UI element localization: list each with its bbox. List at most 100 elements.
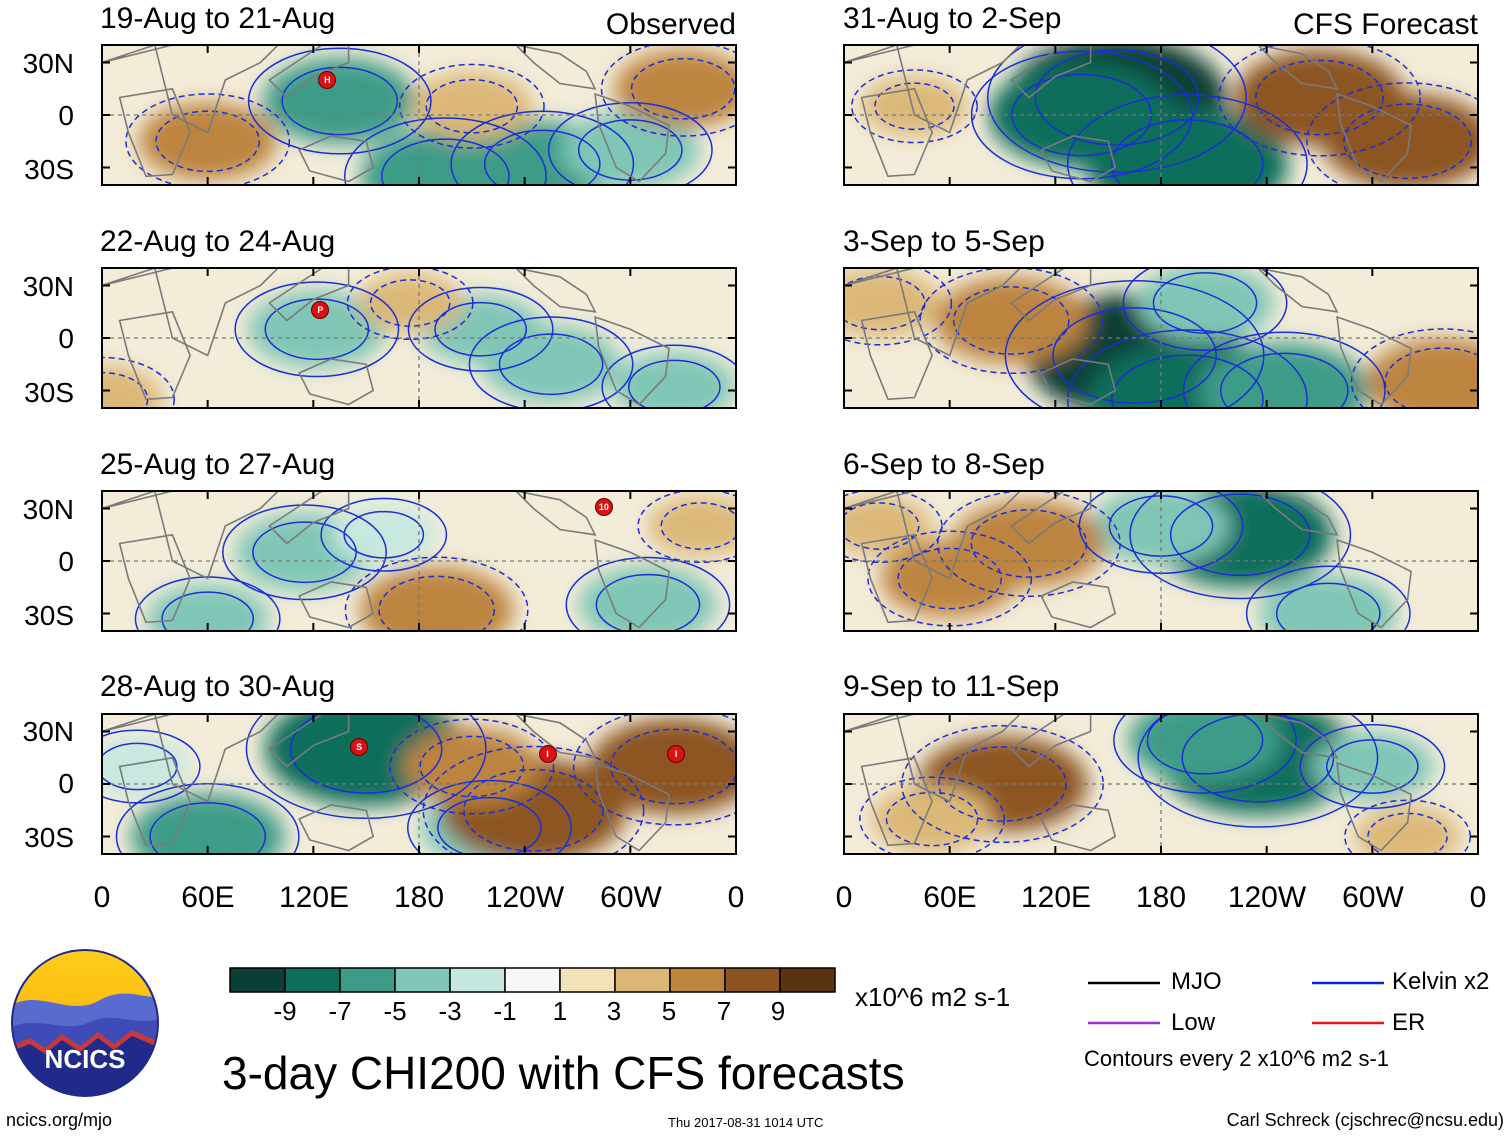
colorbar-tick: -3 — [438, 996, 462, 1026]
coastline — [1010, 268, 1092, 322]
anomaly-blob — [138, 102, 277, 180]
coastline — [298, 581, 375, 629]
kelvin-contour — [919, 268, 1104, 375]
kelvin-contour — [344, 556, 529, 631]
kelvin-contour — [483, 129, 601, 185]
storm-marker: P — [311, 301, 330, 319]
coastline — [1256, 268, 1339, 313]
colorbar-units: x10^6 m2 s-1 — [855, 982, 1011, 1012]
kelvin-contour — [343, 117, 547, 185]
kelvin-contour — [463, 768, 604, 852]
kelvin-contour — [1052, 307, 1217, 404]
colorbar-bin — [449, 967, 506, 993]
colorbar-tick: 5 — [661, 996, 677, 1026]
lon-label-180: 180 — [393, 881, 445, 914]
legend-low-label: Low — [1171, 1009, 1216, 1036]
lat-label-eq: 0 — [58, 768, 74, 799]
kelvin-contour — [1122, 268, 1288, 352]
kelvin-contour — [1219, 352, 1349, 408]
coastline — [860, 87, 933, 178]
anomaly-blob — [861, 76, 968, 136]
coastline — [1010, 45, 1092, 99]
kelvin-contour — [850, 69, 978, 144]
coastline — [1040, 135, 1117, 183]
coastline — [102, 714, 280, 803]
kelvin-contour — [874, 82, 955, 131]
panel-title-obs-1: 19-Aug to 21-Aug — [100, 2, 336, 35]
kelvin-contour — [407, 286, 554, 372]
colorbar-bin — [394, 967, 451, 993]
storm-marker: I — [667, 745, 686, 764]
kelvin-contour — [600, 45, 736, 137]
coastline — [514, 45, 597, 90]
coastline — [268, 714, 350, 768]
kelvin-contour — [125, 93, 291, 185]
coastline — [1256, 714, 1339, 759]
anomaly-blob — [1136, 268, 1274, 342]
kelvin-contour — [289, 714, 443, 794]
lat-label-30s: 30S — [24, 377, 74, 408]
coastline — [102, 45, 280, 134]
anomaly-blob — [357, 273, 463, 333]
lon-label-60w: 60W — [1342, 881, 1404, 914]
anomaly-blob — [1354, 806, 1461, 854]
kelvin-contour — [987, 45, 1247, 174]
map-panel — [844, 491, 1478, 631]
kelvin-contour — [595, 573, 701, 631]
kelvin-contour — [389, 718, 555, 815]
anomaly-blob — [130, 793, 285, 854]
colorbar-tick: -5 — [383, 996, 407, 1026]
kelvin-contour — [281, 66, 399, 136]
kelvin-contour — [437, 796, 542, 854]
coastline — [514, 714, 597, 759]
kelvin-contour — [1343, 103, 1472, 180]
coastline — [268, 268, 350, 322]
kelvin-contour — [1367, 812, 1448, 854]
anomaly-blob — [411, 72, 533, 141]
colorbar-bin — [229, 967, 286, 993]
colorbar-bin — [504, 967, 561, 993]
colorbar-bin — [284, 967, 341, 993]
contour-note: Contours every 2 x10^6 m2 s-1 — [1084, 1046, 1390, 1071]
kelvin-contour — [398, 63, 545, 149]
panel-title-obs-4: 28-Aug to 30-Aug — [100, 670, 336, 703]
colorbar-bin — [559, 967, 616, 993]
coastline — [594, 538, 670, 629]
kelvin-contour — [450, 110, 635, 185]
kelvin-contour — [1255, 59, 1384, 136]
anomaly-blob — [359, 566, 514, 631]
coastline — [118, 310, 191, 401]
kelvin-contour — [938, 746, 1067, 822]
kelvin-contour — [936, 491, 1121, 598]
kelvin-contour — [161, 591, 255, 631]
lat-label-30n: 30N — [22, 494, 74, 525]
kelvin-contour — [498, 333, 604, 396]
coastline — [1336, 761, 1412, 852]
coastline — [102, 268, 280, 357]
kelvin-contour — [952, 286, 1070, 355]
lon-label-120e: 120E — [278, 881, 350, 914]
anomaly-blob — [1259, 574, 1398, 631]
kelvin-contour — [565, 556, 731, 631]
kelvin-contour — [1152, 272, 1258, 334]
kelvin-contour — [1111, 119, 1264, 185]
coastline — [298, 135, 375, 183]
lon-label-120w: 120W — [485, 881, 565, 914]
site-url[interactable]: ncics.org/mjo — [6, 1110, 113, 1130]
coastline — [268, 491, 350, 545]
storm-marker: H — [318, 71, 337, 89]
panel-title-fc-4: 9-Sep to 11-Sep — [843, 670, 1060, 703]
coastline — [1256, 491, 1339, 536]
lon-label-0-end: 0 — [727, 881, 745, 914]
colorbar-tick: 1 — [552, 996, 568, 1026]
lat-label-30n: 30N — [22, 271, 74, 302]
anomaly-blob — [988, 62, 1175, 168]
kelvin-contour — [572, 714, 736, 826]
coastline — [1336, 538, 1412, 629]
storm-marker: 10 — [594, 497, 613, 516]
author-credit: Carl Schreck (cjschrec@ncsu.edu) — [1226, 1110, 1504, 1130]
anomaly-blob — [262, 57, 417, 145]
anomaly-blob — [248, 290, 386, 368]
panel-title-fc-2: 3-Sep to 5-Sep — [843, 225, 1045, 258]
